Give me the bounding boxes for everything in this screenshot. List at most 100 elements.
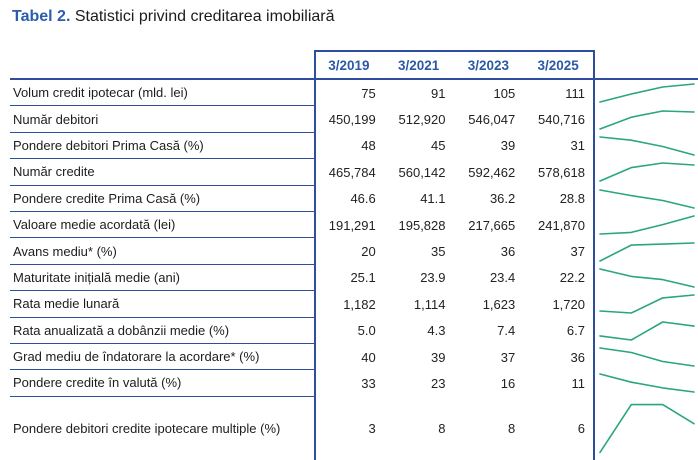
row-label: Număr credite: [10, 159, 314, 186]
value-cell: 450,199: [328, 112, 376, 128]
sparkline-cell: [593, 133, 698, 159]
value-cell: 111: [565, 85, 585, 101]
row-label: Rata anualizată a dobânzii medie (%): [10, 318, 314, 344]
header-top-rule: [314, 50, 595, 52]
table-row: Maturitate inițială medie (ani) 25.1 23.9 2…: [0, 265, 698, 292]
trend-sparkline: [599, 188, 695, 209]
value-cell: 4.3: [427, 323, 446, 339]
value-cell: 465,784: [328, 164, 376, 180]
value-cell: 22.2: [559, 270, 585, 286]
row-label: Număr debitori: [10, 106, 314, 133]
value-cell: 7.4: [497, 323, 516, 339]
value-cell: 37: [570, 244, 585, 260]
value-cell: 36: [500, 244, 516, 260]
value-cell: 16: [500, 375, 516, 391]
value-cell: 25.1: [350, 270, 376, 286]
row-values: 191,291 195,828 217,665 241,870: [314, 212, 593, 238]
value-cell: 6.7: [566, 323, 585, 339]
value-cell: 191,291: [328, 217, 376, 233]
value-cell: 41.1: [420, 191, 446, 207]
value-cell: 36: [570, 349, 585, 365]
table-row: Pondere debitori credite ipotecare multi…: [0, 397, 698, 460]
value-cell: 91: [431, 85, 446, 101]
table-row: Volum credit ipotecar (mld. lei) 75 91 105 1…: [0, 80, 698, 107]
row-label: Rata medie lunară: [10, 291, 314, 318]
value-cell: 11: [571, 375, 586, 391]
trend-sparkline: [599, 268, 695, 288]
value-cell: 8: [508, 420, 516, 436]
trend-sparkline: [599, 162, 695, 183]
year-header-row: 3/2019 3/2021 3/2023 3/2025: [314, 52, 593, 78]
trend-sparkline: [599, 320, 695, 341]
value-cell: 23.9: [420, 270, 446, 286]
row-label: Valoare medie acordată (lei): [10, 212, 314, 239]
value-cell: 1,182: [343, 296, 376, 312]
sparkline-cell: [593, 238, 698, 264]
table-rows: Volum credit ipotecar (mld. lei) 75 91 105 1…: [0, 80, 698, 460]
row-label: Volum credit ipotecar (mld. lei): [10, 80, 314, 107]
value-cell: 37: [500, 349, 516, 365]
row-label: Pondere debitori Prima Casă (%): [10, 133, 314, 160]
trend-sparkline: [599, 83, 695, 103]
row-values: 48 45 39 31: [314, 133, 593, 159]
row-values: 40 39 37 36: [314, 344, 593, 370]
value-cell: 578,618: [538, 164, 585, 180]
trend-sparkline: [599, 109, 695, 130]
value-cell: 6: [577, 420, 585, 436]
value-cell: 592,462: [468, 164, 516, 180]
row-values: 465,784 560,142 592,462 578,618: [314, 159, 593, 185]
row-values: 25.1 23.9 23.4 22.2: [314, 265, 593, 291]
row-values: 3 8 8 6: [314, 397, 593, 460]
row-values: 75 91 105 111: [314, 80, 593, 106]
row-values: 1,182 1,114 1,623 1,720: [314, 291, 593, 317]
year-header-cell: 3/2025: [537, 57, 579, 73]
row-values: 5.0 4.3 7.4 6.7: [314, 318, 593, 344]
sparkline-cell: [593, 186, 698, 212]
value-cell: 39: [431, 349, 446, 365]
value-cell: 3: [368, 420, 376, 436]
table-number-label: Tabel 2.: [12, 8, 71, 25]
table-row: Număr credite 465,784 560,142 592,462 578,61…: [0, 159, 698, 186]
sparkline-cell: [593, 265, 698, 291]
year-header-cell: 3/2023: [467, 57, 510, 73]
label-values-divider-line: [314, 50, 316, 460]
table-row: Pondere debitori Prima Casă (%) 48 45 39 31: [0, 133, 698, 160]
trend-sparkline: [599, 294, 695, 315]
row-label: Grad mediu de îndatorare la acordare* (%…: [10, 344, 314, 371]
value-cell: 40: [361, 349, 376, 365]
value-cell: 512,920: [398, 112, 446, 128]
value-cell: 1,114: [413, 296, 446, 312]
value-cell: 28.8: [559, 191, 585, 207]
value-cell: 546,047: [468, 112, 516, 128]
value-cell: 48: [361, 138, 376, 154]
value-cell: 241,870: [538, 217, 585, 233]
value-cell: 1,720: [552, 296, 585, 312]
header-bottom-rule: [10, 78, 698, 80]
value-cell: 35: [431, 244, 446, 260]
trend-sparkline: [599, 403, 695, 453]
stats-table: 3/2019 3/2021 3/2023 3/2025 Volum credit…: [0, 50, 698, 460]
value-cell: 23: [431, 375, 446, 391]
table-row: Avans mediu* (%) 20 35 36 37: [0, 238, 698, 265]
sparkline-cell: [593, 370, 698, 396]
value-cell: 195,828: [398, 217, 446, 233]
value-cell: 105: [493, 85, 516, 101]
value-cell: 33: [361, 375, 376, 391]
row-values: 450,199 512,920 546,047 540,716: [314, 106, 593, 132]
sparkline-cell: [593, 159, 698, 185]
table-row: Valoare medie acordată (lei) 191,291 195,8…: [0, 212, 698, 239]
value-cell: 31: [570, 138, 585, 154]
value-cell: 46.6: [350, 191, 376, 207]
trend-sparkline: [599, 215, 695, 235]
row-label: Avans mediu* (%): [10, 238, 314, 265]
value-cell: 540,716: [538, 112, 585, 128]
year-header-cell: 3/2021: [397, 57, 440, 73]
sparkline-cell: [593, 291, 698, 317]
table-title-text: Statistici privind creditarea imobiliară: [74, 8, 335, 25]
values-sparkline-divider-line: [593, 50, 595, 460]
value-cell: 36.2: [489, 191, 516, 207]
table-row: Rata medie lunară 1,182 1,114 1,623 1,720: [0, 291, 698, 318]
trend-sparkline: [599, 347, 695, 367]
row-label: Pondere credite în valută (%): [10, 370, 314, 397]
